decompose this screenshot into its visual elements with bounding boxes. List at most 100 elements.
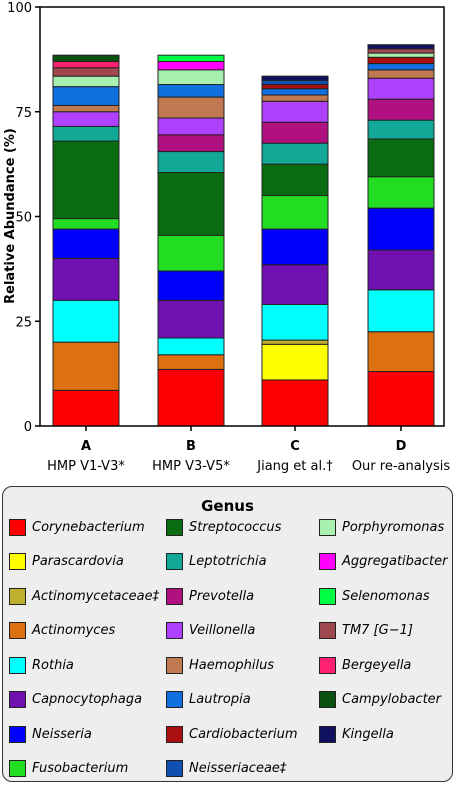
legend-item-neisseria: Neisseria [9, 724, 92, 744]
bar-segment-fusobacterium [261, 195, 329, 230]
bar-segment-tm7-g-1 [52, 67, 120, 77]
legend-item-tm7-g-1: TM7 [G−1] [319, 621, 413, 641]
bar-segment-streptococcus [52, 140, 120, 220]
legend-item-streptococcus: Streptococcus [166, 517, 281, 537]
legend-label: Campylobacter [342, 692, 442, 707]
legend-label: Leptotrichia [189, 554, 267, 569]
legend-label: Aggregatibacter [342, 554, 448, 569]
bar-segment-neisseria [261, 228, 329, 266]
bar-segment-leptotrichia [52, 125, 120, 142]
legend-item-fusobacterium: Fusobacterium [9, 759, 128, 779]
legend-item-bergeyella: Bergeyella [319, 655, 411, 675]
bar-segment-actinomyces [52, 341, 120, 391]
bar-segment-corynebacterium [367, 371, 435, 427]
legend-item-cardiobacterium: Cardiobacterium [166, 724, 298, 744]
legend-swatch [9, 656, 26, 674]
bar-stack-d [367, 44, 435, 427]
legend-swatch [166, 553, 183, 570]
legend-swatch [319, 553, 336, 570]
legend-swatch [9, 518, 26, 536]
bar-segment-fusobacterium [157, 234, 225, 272]
bar-segment-capnocytophaga [367, 249, 435, 291]
legend-label: Haemophilus [189, 657, 275, 673]
bar-segment-corynebacterium [52, 389, 120, 427]
stacked-bar-chart: 0 25 50 75 100 A HMP V1-V3* B HMP V3-V5* C Jiang e… [3, 1, 451, 474]
bar-segment-leptotrichia [367, 119, 435, 140]
x-category-letter: A [81, 439, 91, 454]
x-category-letter: D [396, 439, 407, 454]
legend-item-leptotrichia: Leptotrichia [166, 552, 267, 572]
legend-item-campylobacter: Campylobacter [319, 690, 441, 710]
legend-swatch [9, 553, 26, 570]
bar-segment-lautropia [52, 86, 120, 106]
bar-stack-c [261, 75, 329, 427]
bar-segment-neisseria [52, 228, 120, 259]
legend-item-kingella: Kingella [319, 724, 394, 744]
bar-segment-selenomonas [157, 54, 225, 62]
y-tick-label: 0 [24, 420, 32, 435]
bar-segment-porphyromonas [52, 75, 120, 88]
legend-item-parascardovia: Parascardovia [9, 552, 124, 572]
bar-segment-haemophilus [261, 94, 329, 102]
bar-segment-rothia [261, 303, 329, 341]
legend-item-corynebacterium: Corynebacterium [9, 517, 145, 537]
bar-segment-cardiobacterium [261, 84, 329, 90]
bar-segment-neisseriaceae [261, 79, 329, 86]
bar-segment-rothia [157, 337, 225, 356]
legend-swatch [166, 725, 183, 743]
bar-segment-rothia [367, 289, 435, 333]
legend-label: Actinomycetaceae‡ [32, 588, 160, 604]
bar-segment-veillonella [157, 117, 225, 136]
legend-swatch [9, 760, 26, 777]
legend-label: Parascardovia [32, 554, 124, 569]
legend-item-selenomonas: Selenomonas [319, 586, 430, 606]
y-axis-label: Relative Abundance (%) [3, 128, 18, 304]
legend-item-actinomycetaceae: Actinomycetaceae‡ [9, 586, 159, 606]
y-tick-label: 75 [15, 106, 32, 121]
legend-label: Veillonella [189, 623, 256, 638]
bar-segment-prevotella [157, 134, 225, 153]
bar-segment-haemophilus [157, 96, 225, 119]
legend-label: TM7 [G−1] [342, 623, 413, 638]
bar-segment-tm7-g-1 [367, 48, 435, 54]
x-category-label: HMP V3-V5* [152, 459, 230, 474]
bar-segment-porphyromonas [157, 69, 225, 86]
legend-item-veillonella: Veillonella [166, 621, 255, 641]
bar-segment-cardiobacterium [367, 56, 435, 65]
bar-segment-fusobacterium [367, 176, 435, 209]
bar-segment-actinomyces [367, 331, 435, 373]
legend-label: Neisseriaceae‡ [189, 761, 287, 776]
x-category-label: HMP V1-V3* [47, 459, 125, 474]
bars-layer [52, 44, 435, 427]
legend-label: Cardiobacterium [189, 726, 298, 742]
legend-swatch [166, 691, 183, 708]
legend: Genus Corynebacterium Parascardovia Actino… [2, 486, 453, 782]
legend-label: Rothia [32, 657, 74, 673]
bar-segment-capnocytophaga [52, 257, 120, 301]
bar-segment-leptotrichia [261, 142, 329, 165]
bar-segment-streptococcus [157, 172, 225, 236]
legend-swatch [319, 656, 336, 674]
legend-item-haemophilus: Haemophilus [166, 655, 274, 675]
legend-swatch [166, 622, 183, 639]
bar-segment-fusobacterium [52, 218, 120, 230]
x-category-label: Jiang et al.† [256, 459, 333, 474]
legend-label: Neisseria [32, 726, 92, 742]
legend-item-neisseriaceae: Neisseriaceae‡ [166, 759, 286, 779]
x-category-label: Our re-analysis [352, 459, 451, 474]
bar-segment-campylobacter [52, 54, 120, 62]
legend-swatch [319, 518, 336, 536]
legend-swatch [9, 587, 26, 605]
legend-item-rothia: Rothia [9, 655, 74, 675]
legend-item-lautropia: Lautropia [166, 690, 251, 710]
legend-label: Actinomyces [32, 623, 116, 638]
bar-segment-rothia [52, 299, 120, 343]
bar-segment-prevotella [261, 121, 329, 144]
bar-segment-aggregatibacter [157, 60, 225, 71]
legend-item-actinomyces: Actinomyces [9, 621, 115, 641]
bar-segment-actinomycetaceae [261, 339, 329, 345]
legend-swatch [166, 587, 183, 605]
legend-label: Kingella [342, 726, 394, 742]
bar-segment-capnocytophaga [157, 299, 225, 339]
bar-stack-a [52, 54, 120, 427]
